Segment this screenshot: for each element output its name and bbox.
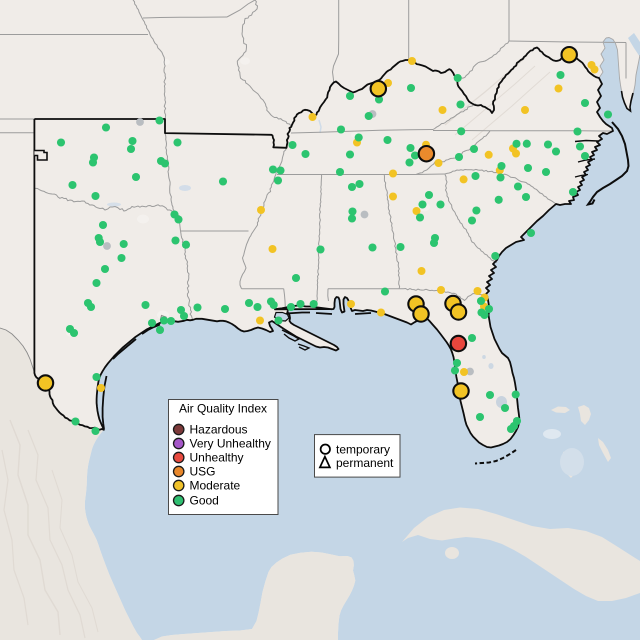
svg-text:permanent: permanent [336,456,394,470]
svg-text:temporary: temporary [336,443,390,457]
svg-text:Air Quality Index: Air Quality Index [179,402,267,416]
svg-text:USG: USG [190,465,216,479]
svg-text:Very Unhealthy: Very Unhealthy [190,437,271,451]
svg-text:Good: Good [190,494,219,508]
svg-text:Moderate: Moderate [190,479,241,493]
svg-text:Unhealthy: Unhealthy [190,451,244,465]
svg-text:Hazardous: Hazardous [190,423,248,437]
